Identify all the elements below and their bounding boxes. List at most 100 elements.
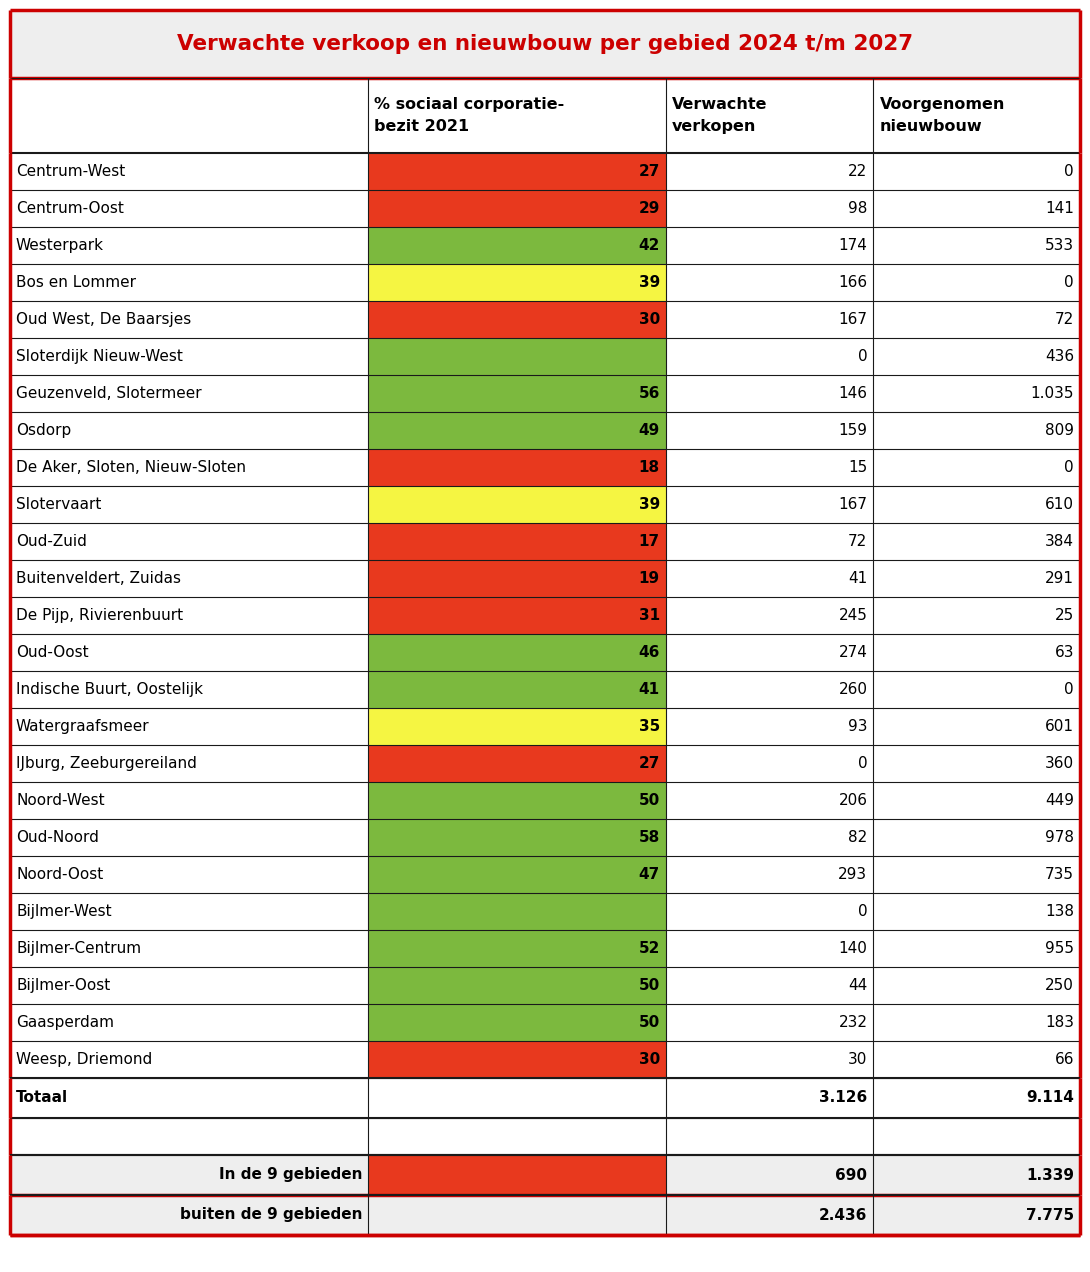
Text: 30: 30 xyxy=(848,1052,868,1067)
Text: IJburg, Zeeburgereiland: IJburg, Zeeburgereiland xyxy=(16,756,197,771)
Text: 601: 601 xyxy=(1045,719,1074,734)
Bar xyxy=(10,633,368,672)
Bar xyxy=(666,412,873,449)
Text: 18: 18 xyxy=(639,460,659,474)
Bar xyxy=(10,375,368,412)
Text: Verwachte
verkopen: Verwachte verkopen xyxy=(671,97,767,134)
Text: 449: 449 xyxy=(1045,792,1074,808)
Text: 735: 735 xyxy=(1045,868,1074,881)
Text: 31: 31 xyxy=(639,608,659,623)
Bar xyxy=(666,782,873,819)
Text: 35: 35 xyxy=(639,719,659,734)
Bar xyxy=(873,745,1080,782)
Bar xyxy=(666,1040,873,1077)
Bar xyxy=(368,301,666,338)
Bar xyxy=(666,190,873,226)
Bar xyxy=(368,375,666,412)
Bar xyxy=(10,486,368,523)
Bar xyxy=(666,893,873,930)
Bar xyxy=(666,375,873,412)
Bar xyxy=(873,782,1080,819)
Text: 56: 56 xyxy=(639,385,659,401)
Bar xyxy=(10,1040,368,1077)
Bar xyxy=(10,1155,1080,1194)
Bar xyxy=(368,893,666,930)
Text: 30: 30 xyxy=(639,312,659,327)
Bar xyxy=(10,819,368,856)
Text: 167: 167 xyxy=(838,497,868,513)
Bar xyxy=(666,709,873,745)
Bar xyxy=(10,449,368,486)
Bar xyxy=(666,226,873,265)
Text: 206: 206 xyxy=(838,792,868,808)
Text: Noord-Oost: Noord-Oost xyxy=(16,868,104,881)
Text: 9.114: 9.114 xyxy=(1026,1090,1074,1105)
Bar xyxy=(10,78,1080,153)
Bar xyxy=(10,226,368,265)
Bar xyxy=(368,1004,666,1040)
Text: Bijlmer-West: Bijlmer-West xyxy=(16,904,111,918)
Text: Verwachte verkoop en nieuwbouw per gebied 2024 t/m 2027: Verwachte verkoop en nieuwbouw per gebie… xyxy=(177,34,913,53)
Bar xyxy=(10,709,368,745)
Text: 7.775: 7.775 xyxy=(1026,1207,1074,1222)
Text: Oud-Noord: Oud-Noord xyxy=(16,831,99,845)
Text: 436: 436 xyxy=(1045,349,1074,364)
Text: 0: 0 xyxy=(1064,460,1074,474)
Text: Voorgenomen
nieuwbouw: Voorgenomen nieuwbouw xyxy=(880,97,1005,134)
Text: 533: 533 xyxy=(1045,238,1074,253)
Bar xyxy=(10,412,368,449)
Text: 72: 72 xyxy=(1055,312,1074,327)
Bar xyxy=(368,226,666,265)
Text: Slotervaart: Slotervaart xyxy=(16,497,101,513)
Bar xyxy=(873,967,1080,1004)
Text: 52: 52 xyxy=(639,941,659,957)
Bar xyxy=(873,301,1080,338)
Text: 27: 27 xyxy=(639,756,659,771)
Bar xyxy=(873,449,1080,486)
Bar xyxy=(10,1077,1080,1118)
Bar xyxy=(368,633,666,672)
Bar xyxy=(368,782,666,819)
Text: 0: 0 xyxy=(858,349,868,364)
Bar xyxy=(873,523,1080,560)
Text: Bijlmer-Centrum: Bijlmer-Centrum xyxy=(16,941,141,957)
Text: In de 9 gebieden: In de 9 gebieden xyxy=(219,1168,363,1183)
Text: 0: 0 xyxy=(1064,164,1074,179)
Bar xyxy=(873,153,1080,190)
Bar xyxy=(873,412,1080,449)
Text: buiten de 9 gebieden: buiten de 9 gebieden xyxy=(180,1207,363,1222)
Bar xyxy=(873,597,1080,633)
Text: 166: 166 xyxy=(838,275,868,290)
Bar xyxy=(666,153,873,190)
Bar xyxy=(10,893,368,930)
Text: Totaal: Totaal xyxy=(16,1090,68,1105)
Text: 0: 0 xyxy=(858,756,868,771)
Text: Geuzenveld, Slotermeer: Geuzenveld, Slotermeer xyxy=(16,385,202,401)
Bar xyxy=(10,153,368,190)
Text: Oud-Oost: Oud-Oost xyxy=(16,645,88,660)
Text: Bijlmer-Oost: Bijlmer-Oost xyxy=(16,978,110,993)
Bar xyxy=(873,486,1080,523)
Text: Oud-Zuid: Oud-Zuid xyxy=(16,534,87,550)
Text: 245: 245 xyxy=(838,608,868,623)
Text: 44: 44 xyxy=(848,978,868,993)
Text: Sloterdijk Nieuw-West: Sloterdijk Nieuw-West xyxy=(16,349,183,364)
Bar xyxy=(873,819,1080,856)
Bar xyxy=(368,190,666,226)
Text: 955: 955 xyxy=(1045,941,1074,957)
Text: 167: 167 xyxy=(838,312,868,327)
Text: 93: 93 xyxy=(848,719,868,734)
Text: 41: 41 xyxy=(639,682,659,697)
Text: 66: 66 xyxy=(1054,1052,1074,1067)
Text: 58: 58 xyxy=(639,831,659,845)
Bar xyxy=(873,930,1080,967)
Text: 63: 63 xyxy=(1054,645,1074,660)
Text: 27: 27 xyxy=(639,164,659,179)
Bar xyxy=(368,486,666,523)
Bar xyxy=(368,265,666,301)
Text: 82: 82 xyxy=(848,831,868,845)
Text: De Aker, Sloten, Nieuw-Sloten: De Aker, Sloten, Nieuw-Sloten xyxy=(16,460,246,474)
Bar xyxy=(368,819,666,856)
Bar xyxy=(873,226,1080,265)
Text: 293: 293 xyxy=(838,868,868,881)
